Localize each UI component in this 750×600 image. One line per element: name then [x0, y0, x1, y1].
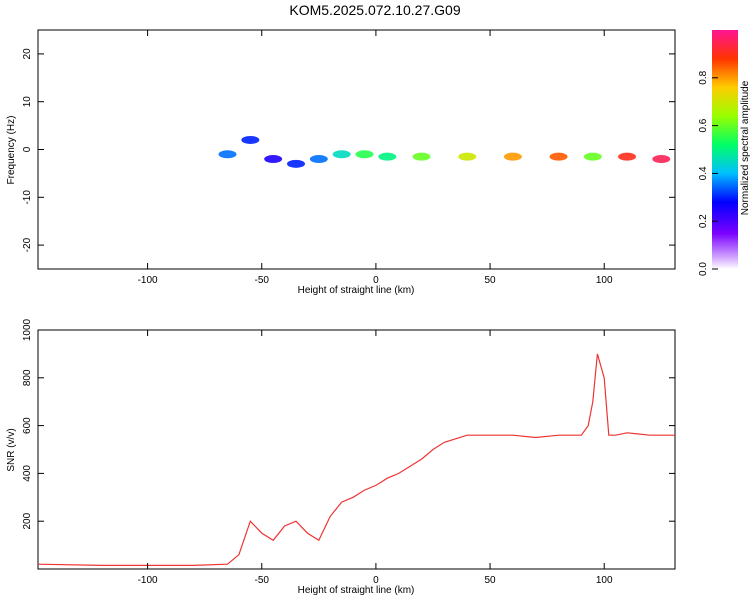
- x-tick-label: 0: [373, 575, 379, 586]
- ridge-point: [458, 152, 477, 161]
- snr-panel: -100 -50 0 50 100 200 400 600 800 1000 Height of…: [6, 318, 676, 596]
- colorbar-tick-label: 0.4: [698, 166, 709, 180]
- ridge-point: [618, 152, 637, 161]
- ridge-point: [241, 135, 260, 144]
- snr-x-ticks: -100 -50 0 50 100: [138, 330, 613, 586]
- spectrogram-y-label: Frequency (Hz): [6, 116, 17, 185]
- y-tick-label: -20: [22, 237, 33, 252]
- colorbar-gradient: [712, 30, 738, 269]
- y-tick-label: 0: [22, 146, 33, 152]
- ridge-point: [264, 155, 283, 164]
- snr-x-label: Height of straight line (km): [298, 585, 415, 596]
- spectrogram-frame: [37, 29, 676, 270]
- ridge-point: [218, 150, 237, 159]
- ridge-point: [652, 155, 671, 164]
- ridge-point: [412, 152, 431, 161]
- ridge-point: [503, 152, 522, 161]
- snr-y-ticks: 200 400 600 800 1000: [22, 318, 675, 530]
- x-tick-label: -50: [255, 275, 270, 286]
- colorbar-tick-label: 0.2: [698, 214, 709, 228]
- snr-series-line: [38, 353, 675, 567]
- colorbar: 0.0 0.2 0.4 0.6 0.8 Normalized spectral ampl…: [698, 30, 750, 276]
- colorbar-tick-label: 0.0: [698, 262, 709, 276]
- y-tick-label: 20: [22, 48, 33, 60]
- ridge-point: [583, 152, 602, 161]
- snr-y-label: SNR (v/v): [6, 428, 17, 471]
- x-tick-label: 50: [485, 575, 497, 586]
- x-tick-label: 100: [596, 575, 613, 586]
- x-tick-label: -100: [138, 575, 158, 586]
- spectrogram-x-ticks: -100 -50 0 50 100: [138, 30, 613, 286]
- x-tick-label: -50: [255, 575, 270, 586]
- chart-title: KOM5.2025.072.10.27.G09: [289, 2, 461, 18]
- snr-frame: [37, 329, 676, 570]
- y-tick-label: 600: [22, 417, 33, 434]
- ridge-point: [355, 150, 374, 159]
- ridge-point: [309, 155, 328, 164]
- y-tick-label: 400: [22, 465, 33, 482]
- y-tick-label: -10: [22, 190, 33, 205]
- y-tick-label: 200: [22, 512, 33, 529]
- colorbar-tick-label: 0.6: [698, 118, 709, 132]
- x-tick-label: 50: [485, 275, 497, 286]
- ridge-point: [549, 152, 568, 161]
- ridge-point: [378, 152, 397, 161]
- x-tick-label: 0: [373, 275, 379, 286]
- ridge-point: [332, 150, 351, 159]
- spectrogram-y-ticks: -20 -10 0 10 20: [22, 48, 675, 252]
- colorbar-tick-label: 0.8: [698, 70, 709, 84]
- ridge-point: [286, 159, 305, 168]
- y-tick-label: 800: [22, 369, 33, 386]
- x-tick-label: 100: [596, 275, 613, 286]
- y-tick-label: 10: [22, 96, 33, 108]
- spectrogram-x-label: Height of straight line (km): [298, 285, 415, 296]
- snr-marks: [38, 353, 675, 567]
- colorbar-ticks: 0.0 0.2 0.4 0.6 0.8: [698, 70, 718, 276]
- colorbar-label: Normalized spectral amplitude: [740, 80, 750, 215]
- x-tick-label: -100: [138, 275, 158, 286]
- spectrogram-marks: [218, 135, 671, 168]
- y-tick-label: 1000: [22, 318, 33, 341]
